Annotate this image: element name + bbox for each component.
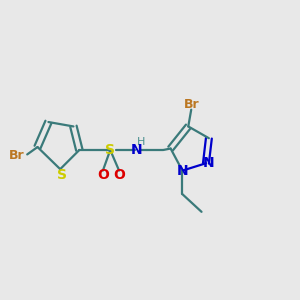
- Text: S: S: [105, 143, 115, 157]
- Text: Br: Br: [183, 98, 199, 111]
- Text: Br: Br: [9, 149, 25, 162]
- Text: N: N: [203, 156, 215, 170]
- Text: N: N: [177, 164, 188, 178]
- Text: O: O: [113, 168, 125, 182]
- Text: S: S: [57, 168, 67, 182]
- Text: O: O: [97, 168, 109, 182]
- Text: N: N: [131, 143, 142, 157]
- Text: H: H: [137, 137, 146, 147]
